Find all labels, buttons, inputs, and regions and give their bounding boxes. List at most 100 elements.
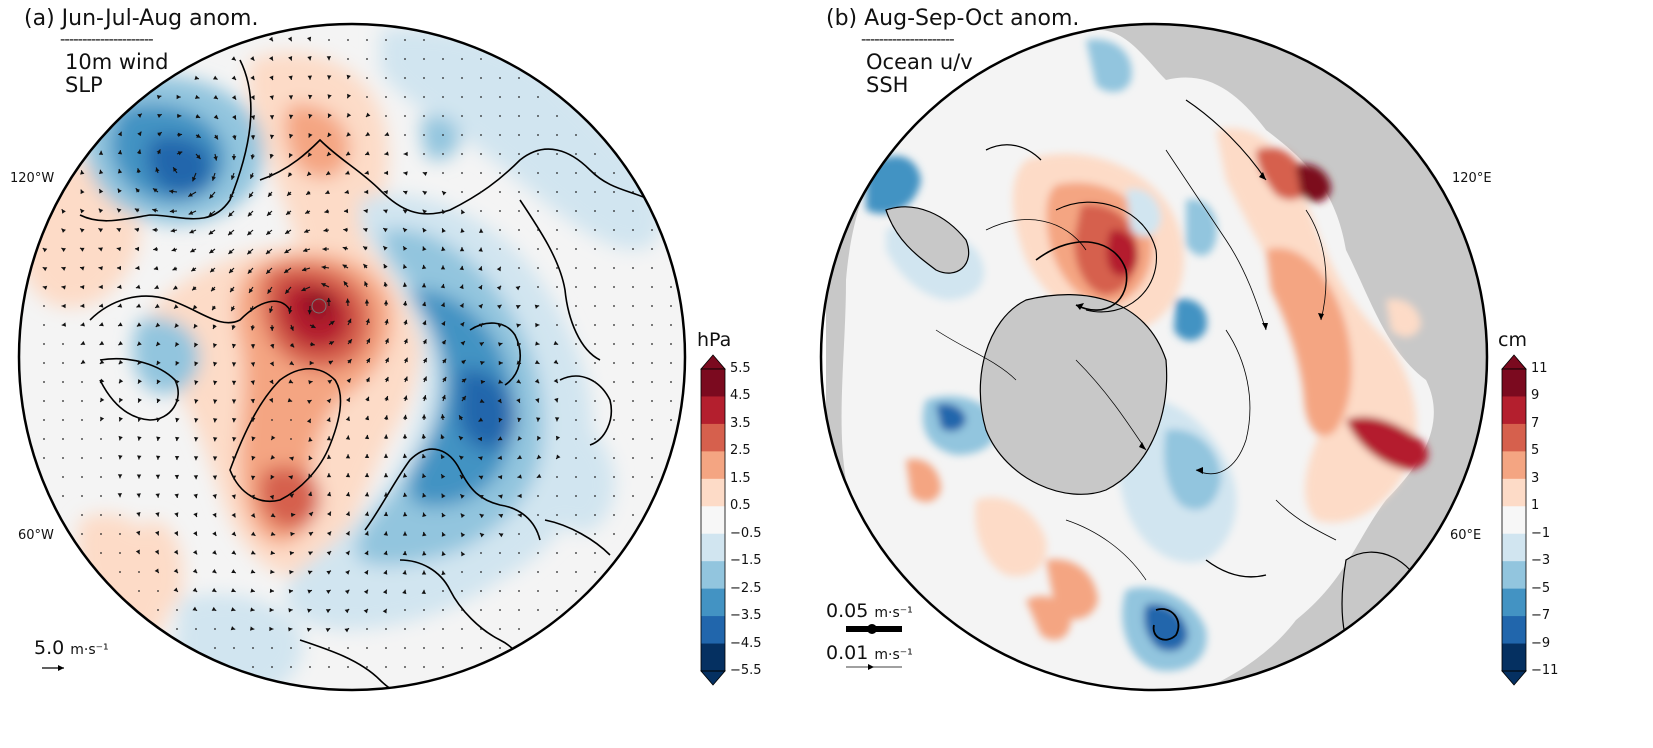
wind-arrow <box>267 191 273 198</box>
wind-arrow <box>116 208 122 213</box>
wind-arrow <box>497 436 503 441</box>
wind-arrow <box>327 75 332 80</box>
wind-arrow <box>174 455 180 461</box>
wind-arrow <box>118 397 124 403</box>
streamline-arrowheads <box>1076 172 1324 474</box>
wind-arrow <box>307 589 313 594</box>
wind-arrow <box>43 419 45 421</box>
wind-arrow <box>306 171 312 177</box>
wind-arrow <box>402 531 408 536</box>
colorbar-tick-label: −9 <box>1531 635 1551 651</box>
wind-arrow <box>172 285 178 290</box>
colorbar-tick-label: −3 <box>1531 553 1551 569</box>
wind-arrow <box>651 343 653 345</box>
colorbar-tick-label: −1 <box>1531 525 1551 541</box>
wind-arrow <box>137 436 142 441</box>
wind-arrow <box>212 343 218 348</box>
wind-arrow <box>195 133 201 139</box>
colorbar-segment <box>1502 616 1526 645</box>
lon-label-120w: 120°W <box>10 171 55 186</box>
wind-arrow <box>116 265 122 271</box>
wind-arrow <box>384 170 389 176</box>
wind-arrow <box>556 533 558 535</box>
wind-arrow <box>632 514 634 516</box>
wind-arrow <box>265 248 273 255</box>
wind-arrow <box>594 514 596 516</box>
wind-arrow <box>478 475 484 480</box>
wind-arrow <box>651 381 653 383</box>
wind-arrow <box>363 589 369 595</box>
wind-arrow <box>421 283 427 288</box>
wind-arrow <box>327 113 332 119</box>
wind-arrow <box>211 172 216 181</box>
wind-arrow <box>271 419 273 421</box>
wind-arrow <box>175 379 180 385</box>
wind-arrow <box>422 531 427 537</box>
wind-arrow <box>365 377 370 383</box>
wind-arrow <box>251 436 256 442</box>
wind-arrow <box>459 303 464 308</box>
wind-arrow <box>190 267 197 272</box>
wind-arrow <box>535 398 540 403</box>
wind-arrow <box>343 227 349 233</box>
wind-arrow <box>117 322 123 327</box>
wind-arrow <box>385 647 387 649</box>
wind-arrow <box>346 132 351 137</box>
wind-arrow <box>499 609 501 611</box>
wind-arrow <box>269 75 274 81</box>
wind-arrow <box>302 247 311 253</box>
wind-arrow <box>189 229 197 234</box>
wind-arrow <box>327 94 332 99</box>
wind-arrow <box>61 266 66 271</box>
wind-arrow <box>613 172 615 174</box>
wind-arrow <box>176 628 178 630</box>
wind-arrow <box>306 627 312 632</box>
scale-label-b-thick: 0.05 m·s⁻¹ <box>826 600 913 622</box>
wind-arrow <box>117 188 122 194</box>
wind-arrow <box>345 473 351 478</box>
wind-arrow <box>214 628 216 630</box>
wind-arrow <box>477 436 483 442</box>
north-pole-marker <box>311 298 327 314</box>
wind-arrow <box>575 438 577 440</box>
wind-arrow <box>556 115 558 117</box>
wind-arrow <box>556 590 558 592</box>
wind-arrow <box>79 208 85 214</box>
wind-arrow <box>247 210 254 217</box>
wind-arrow <box>212 475 218 480</box>
wind-arrow <box>575 343 577 345</box>
wind-arrow <box>212 531 217 537</box>
wind-arrow <box>594 400 596 402</box>
wind-arrow <box>325 627 331 633</box>
wind-arrow <box>365 318 370 326</box>
wind-arrow <box>440 434 445 440</box>
wind-arrow <box>328 320 335 326</box>
wind-arrow <box>385 58 387 60</box>
wind-arrow <box>383 473 389 478</box>
wind-arrow <box>305 190 311 196</box>
wind-arrow <box>498 360 503 366</box>
wind-arrow <box>517 513 523 518</box>
wind-arrow <box>176 132 183 138</box>
wind-arrow <box>554 397 559 403</box>
wind-arrow <box>156 149 161 155</box>
title-divider: --------------------- <box>60 30 154 48</box>
wind-arrow <box>288 95 294 100</box>
wind-arrow <box>156 360 161 366</box>
wind-arrow <box>651 305 653 307</box>
wind-arrow <box>172 166 178 174</box>
wind-arrow <box>213 94 219 100</box>
wind-arrow <box>307 570 313 575</box>
wind-arrow <box>384 338 389 345</box>
wind-arrow <box>403 338 408 345</box>
wind-arrow <box>80 322 85 327</box>
wind-arrow <box>480 379 486 385</box>
wind-arrow <box>441 532 446 537</box>
wind-arrow <box>61 208 66 214</box>
wind-arrow <box>213 361 218 367</box>
wind-arrow <box>632 229 634 231</box>
wind-arrow <box>461 153 463 155</box>
wind-arrow <box>384 131 390 137</box>
wind-arrow <box>440 265 446 270</box>
wind-arrow <box>345 435 351 440</box>
